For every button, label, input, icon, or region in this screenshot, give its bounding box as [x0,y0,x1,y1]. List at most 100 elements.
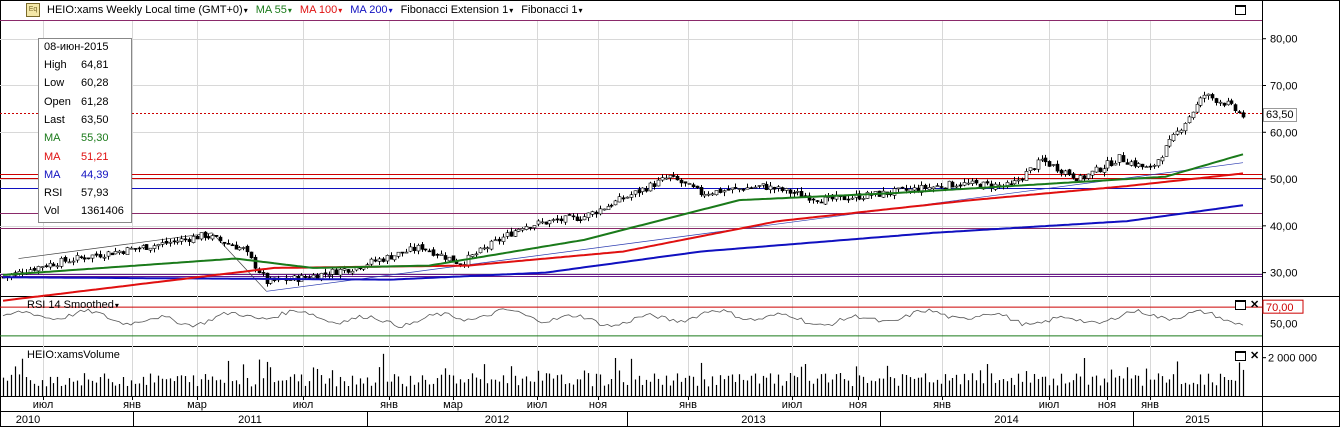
candle-body [613,200,618,206]
time-axis-month-label: ноя [589,399,607,411]
candle-body [48,262,53,268]
rsi-axis-label: 50,00 [1270,319,1298,331]
candle-body [919,185,924,193]
candle-body [1028,167,1033,172]
info-key: RSI [44,187,63,200]
candle-body [1032,168,1037,170]
ma100-indicator[interactable]: MA 100 ▾ [296,4,346,16]
candle-body [1071,173,1076,179]
candle-body [1040,158,1045,161]
info-key: High [44,59,67,71]
info-row: Open 61,28 [44,96,130,114]
info-date: 08-июн-2015 [44,41,109,53]
candle-body [718,188,723,193]
candle-body [1094,166,1099,173]
candle-body [1175,130,1180,135]
rsi-pane-title[interactable]: RSI 14 Smoothed ▾ [27,299,119,311]
candle-body [1218,101,1223,104]
candle-body [1183,123,1188,132]
candle-body [671,175,676,177]
symbol-selector[interactable]: HEIO:xams Weekly Local time (GMT+0) ▾ [43,4,252,16]
candle-body [1121,155,1126,163]
candle-body [1133,160,1138,167]
candle-body [714,190,719,196]
candle-body [528,227,533,229]
candle-body [86,257,91,260]
ma100-line [2,172,1244,302]
candle-body [183,238,188,241]
close-rsi-pane-icon[interactable]: ✕ [1250,299,1260,311]
maximize-main-pane-icon[interactable] [1235,5,1246,15]
close-volume-pane-icon[interactable]: ✕ [1250,350,1260,362]
fib-extension-tool[interactable]: Fibonacci Extension 1 ▾ [397,4,518,16]
candle-body [780,187,785,192]
candle-body [706,193,711,196]
candle-body [1136,163,1141,168]
time-axis-year-label: 2015 [1185,414,1209,426]
candle-body [1233,104,1238,111]
candle-body [1237,111,1242,114]
candle-body [1024,171,1029,181]
price-axis-label: 80,00 [1270,34,1298,46]
candle-body [792,192,797,194]
last-price-tag: 63,50 [1263,108,1297,122]
candle-body [516,228,521,232]
candle-body [59,257,64,267]
candle-body [55,265,60,268]
candle-body [617,196,622,203]
candle-body [144,244,149,250]
maximize-volume-pane-icon[interactable] [1235,351,1246,361]
fib-label: Fibonacci 1 [521,4,578,16]
candle-body [168,241,173,244]
candle-body [985,181,990,184]
time-axis-year-label: 2010 [16,414,40,426]
fib-tool[interactable]: Fibonacci 1 ▾ [517,4,586,16]
candle-body [741,188,746,191]
ma55-indicator[interactable]: MA 55 ▾ [252,4,296,16]
candle-body [1078,175,1083,182]
candle-body [776,186,781,189]
candle-body [513,230,518,237]
info-value: 57,93 [81,187,109,200]
info-value: 63,50 [81,113,109,126]
candle-body [501,236,506,242]
candle-body [90,254,95,259]
chevron-down-icon: ▾ [509,5,514,15]
candle-body [582,216,587,221]
candle-body [892,188,897,196]
candle-body [668,174,673,179]
ma200-indicator[interactable]: MA 200 ▾ [346,4,396,16]
candle-body [950,181,955,188]
candle-body [811,198,816,201]
candle-body [482,247,487,250]
candle-body [679,179,684,184]
candle-body [137,247,142,250]
candle-body [420,244,425,250]
rsi-line [2,308,1244,328]
candle-body [656,179,661,187]
candle-body [896,187,901,190]
candle-body [474,253,479,256]
candle-body [67,261,72,264]
candle-body [206,236,211,239]
candle-body [1187,116,1192,124]
candle-body [1047,161,1052,167]
candle-body [98,254,103,258]
candle-body [350,270,355,274]
candle-body [772,186,777,190]
candle-body [392,255,397,261]
candle-body [981,181,986,190]
maximize-rsi-pane-icon[interactable] [1235,300,1246,310]
ma100-label: MA 100 [299,4,338,16]
candle-body [1059,169,1064,174]
fib-extension-label: Fibonacci Extension 1 [400,4,509,16]
candle-body [726,188,731,191]
candle-body [621,197,626,200]
candle-body [1195,104,1200,113]
fibonacci-line [211,232,267,292]
candle-body [102,256,107,259]
info-row: High 64,81 [44,59,130,77]
candle-body [695,185,700,188]
candle-body [633,190,638,195]
